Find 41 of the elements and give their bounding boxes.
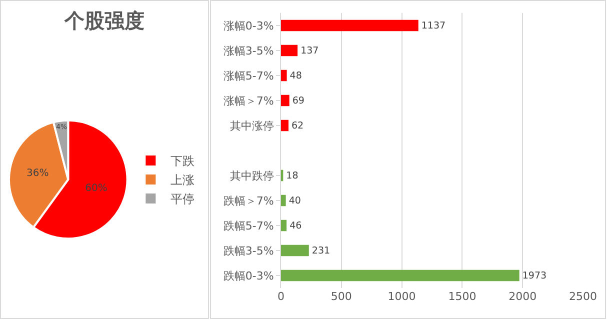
- data-label: 69: [292, 96, 304, 107]
- y-tick-label: 其中跌停: [230, 169, 274, 182]
- x-tick-label: 500: [330, 290, 352, 303]
- legend-label: 上涨: [170, 173, 195, 188]
- bar: [281, 244, 309, 256]
- bar: [281, 70, 287, 82]
- y-tick-label: 涨幅0-3%: [223, 19, 274, 32]
- data-label: 1973: [522, 270, 547, 282]
- data-label: 18: [286, 170, 298, 182]
- data-label: 1137: [421, 20, 446, 32]
- x-tick-label: 1000: [388, 290, 416, 303]
- data-label: 48: [290, 70, 302, 82]
- bar: [281, 44, 298, 56]
- y-tick-label: 涨幅＞7%: [223, 94, 274, 108]
- bar: [281, 120, 288, 132]
- x-tick-label: 0: [278, 290, 284, 303]
- data-label: 46: [290, 220, 302, 232]
- legend-label: 下跌: [170, 154, 195, 168]
- bar: [281, 220, 287, 232]
- y-tick-label: 涨幅3-5%: [223, 44, 274, 58]
- x-tick-label: 2000: [508, 290, 537, 303]
- data-label: 60%: [85, 183, 108, 194]
- bar: [281, 270, 520, 282]
- y-tick-label: 跌幅3-5%: [223, 244, 274, 258]
- legend-label: 平停: [170, 192, 195, 206]
- data-label: 36%: [26, 168, 49, 180]
- y-tick-label: 跌幅0-3%: [223, 269, 274, 282]
- bar: [281, 20, 418, 32]
- data-label: 137: [300, 46, 319, 57]
- y-tick-label: 其中涨停: [230, 119, 274, 132]
- y-tick-label: 跌幅5-7%: [223, 219, 274, 232]
- y-tick-label: 涨幅5-7%: [223, 69, 274, 82]
- x-tick-label: 1500: [448, 290, 476, 303]
- data-label: 40: [288, 196, 301, 207]
- chart-title: 个股强度: [64, 8, 144, 33]
- data-label: 231: [312, 246, 330, 257]
- bar: [281, 194, 286, 206]
- y-tick-label: 跌幅＞7%: [223, 194, 274, 208]
- bar: [281, 94, 290, 106]
- data-label: 62: [291, 120, 304, 132]
- x-tick-label: 2500: [569, 290, 597, 303]
